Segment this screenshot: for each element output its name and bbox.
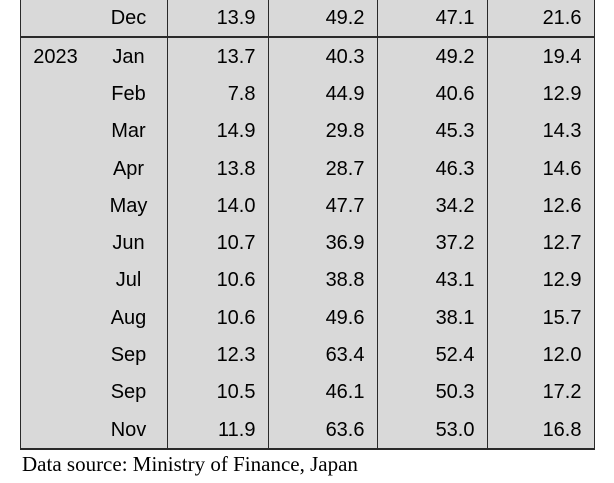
- table-row: Feb 7.8 44.9 40.6 12.9: [21, 75, 594, 113]
- value-cell-2: 38.8: [267, 261, 377, 300]
- month-label: Jul: [115, 269, 142, 292]
- value-cell-3: 49.2: [376, 38, 487, 76]
- month-label: Jan: [112, 45, 145, 68]
- value-cell-2: 36.9: [267, 224, 377, 262]
- value-cell-2: 44.9: [267, 75, 377, 113]
- value-cell-2: 47.7: [267, 187, 377, 225]
- table-row: Jul 10.6 38.8 43.1 12.9: [21, 261, 594, 300]
- month-label: Sep: [110, 344, 147, 367]
- value-cell-3: 53.0: [376, 410, 487, 449]
- label-cell: Jun: [21, 224, 167, 261]
- label-cell: Aug: [21, 299, 167, 336]
- label-cell: Sep: [21, 336, 167, 373]
- label-cell: 2023 Jan: [21, 38, 167, 75]
- month-label: Mar: [111, 120, 146, 143]
- table-row: Mar 14.9 29.8 45.3 14.3: [21, 112, 594, 150]
- label-cell: Nov: [21, 411, 167, 448]
- value-cell-1: 12.3: [166, 336, 268, 374]
- value-cell-2: 63.4: [267, 336, 377, 374]
- table-row: Aug 10.6 49.6 38.1 15.7: [21, 299, 594, 337]
- value-cell-1: 13.7: [166, 38, 268, 76]
- label-cell: Feb: [21, 75, 167, 112]
- label-cell: Apr: [21, 150, 167, 187]
- data-table: Dec 13.9 49.2 47.1 21.6 2023 Jan 13.7 40…: [19, 0, 595, 451]
- table-row: Jun 10.7 36.9 37.2 12.7: [21, 224, 594, 262]
- value-cell-4: 16.8: [486, 410, 594, 449]
- table-row: Sep 10.5 46.1 50.3 17.2: [21, 373, 594, 411]
- value-cell-4: 14.6: [486, 149, 594, 188]
- month-label: Nov: [110, 418, 147, 441]
- value-cell-1: 11.9: [166, 410, 268, 449]
- value-cell-4: 12.9: [486, 75, 594, 113]
- month-label: Dec: [110, 7, 147, 29]
- value-cell-1: 7.8: [166, 75, 268, 113]
- value-cell-4: 14.3: [486, 112, 594, 150]
- value-cell-4: 12.9: [486, 261, 594, 300]
- value-cell-2: 40.3: [267, 38, 377, 76]
- value-cell-4: 19.4: [486, 38, 594, 76]
- value-cell-1: 13.9: [166, 0, 268, 36]
- value-cell-3: 46.3: [376, 149, 487, 188]
- month-label: Sep: [110, 381, 147, 404]
- month-label: Feb: [111, 82, 146, 105]
- value-cell-1: 14.9: [166, 112, 268, 150]
- value-cell-2: 49.2: [267, 0, 377, 36]
- label-cell: May: [21, 187, 167, 224]
- table-row: Apr 13.8 28.7 46.3 14.6: [21, 149, 594, 188]
- value-cell-3: 47.1: [376, 0, 487, 36]
- value-cell-1: 10.5: [166, 373, 268, 411]
- table-row: 2023 Jan 13.7 40.3 49.2 19.4: [21, 38, 594, 76]
- value-cell-1: 10.7: [166, 224, 268, 262]
- month-label: Aug: [110, 306, 147, 329]
- label-cell: Mar: [21, 113, 167, 150]
- value-cell-3: 38.1: [376, 299, 487, 337]
- value-cell-3: 34.2: [376, 187, 487, 225]
- value-cell-4: 12.0: [486, 336, 594, 374]
- value-cell-3: 50.3: [376, 373, 487, 411]
- label-cell: Sep: [21, 374, 167, 411]
- value-cell-4: 12.6: [486, 187, 594, 225]
- value-cell-2: 49.6: [267, 299, 377, 337]
- value-cell-2: 46.1: [267, 373, 377, 411]
- value-cell-4: 21.6: [486, 0, 594, 36]
- value-cell-2: 28.7: [267, 149, 377, 188]
- label-cell: Jul: [21, 262, 167, 299]
- data-source-caption: Data source: Ministry of Finance, Japan: [22, 452, 358, 476]
- table-row: Sep 12.3 63.4 52.4 12.0: [21, 336, 594, 374]
- month-label: May: [109, 194, 148, 217]
- month-label: Apr: [112, 157, 145, 180]
- value-cell-3: 37.2: [376, 224, 487, 262]
- value-cell-1: 10.6: [166, 299, 268, 337]
- value-cell-3: 40.6: [376, 75, 487, 113]
- label-cell: Dec: [21, 0, 167, 36]
- value-cell-2: 63.6: [267, 410, 377, 449]
- table-row: Nov 11.9 63.6 53.0 16.8: [21, 410, 594, 449]
- year-label: 2023: [33, 45, 78, 68]
- value-cell-1: 13.8: [166, 149, 268, 188]
- value-cell-4: 15.7: [486, 299, 594, 337]
- value-cell-3: 43.1: [376, 261, 487, 300]
- value-cell-2: 29.8: [267, 112, 377, 150]
- value-cell-1: 14.0: [166, 187, 268, 225]
- table-row: May 14.0 47.7 34.2 12.6: [21, 187, 594, 225]
- value-cell-1: 10.6: [166, 261, 268, 300]
- value-cell-3: 52.4: [376, 336, 487, 374]
- month-label: Jun: [112, 232, 145, 255]
- value-cell-4: 12.7: [486, 224, 594, 262]
- value-cell-4: 17.2: [486, 373, 594, 411]
- value-cell-3: 45.3: [376, 112, 487, 150]
- table-row: Dec 13.9 49.2 47.1 21.6: [20, 0, 594, 38]
